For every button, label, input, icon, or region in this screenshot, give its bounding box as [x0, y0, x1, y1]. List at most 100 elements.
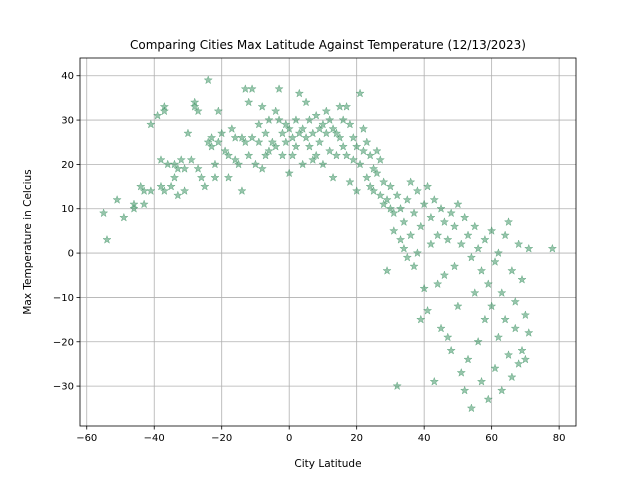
data-point — [470, 221, 480, 231]
data-point — [453, 301, 463, 311]
data-point — [348, 155, 359, 164]
data-point — [409, 208, 419, 218]
data-point — [399, 243, 409, 253]
data-point — [365, 150, 375, 160]
data-point — [389, 225, 399, 235]
data-point — [466, 252, 477, 262]
data-point — [416, 221, 426, 231]
data-point — [459, 385, 470, 395]
data-point — [375, 155, 386, 164]
data-point — [183, 128, 193, 138]
data-point — [378, 177, 389, 187]
data-point — [463, 354, 473, 364]
data-point — [308, 155, 318, 164]
data-point — [324, 115, 335, 125]
data-point — [291, 141, 301, 151]
data-point — [480, 234, 490, 244]
data-point — [321, 128, 332, 138]
data-point — [247, 132, 257, 142]
data-point — [152, 110, 163, 120]
data-point — [510, 296, 520, 306]
data-point — [405, 230, 416, 240]
data-point — [301, 132, 311, 142]
data-point — [284, 123, 294, 133]
data-point — [206, 141, 217, 151]
data-point — [517, 274, 527, 284]
data-point — [392, 381, 402, 391]
data-point — [129, 203, 139, 213]
data-point — [257, 163, 267, 173]
data-point — [385, 181, 396, 191]
data-point — [510, 323, 520, 333]
data-point — [405, 177, 416, 187]
data-point — [463, 230, 473, 240]
points-layer — [98, 75, 558, 413]
data-point — [254, 119, 264, 129]
data-point — [382, 265, 392, 275]
data-point — [456, 239, 466, 249]
data-point — [159, 186, 170, 196]
data-point — [524, 327, 534, 337]
data-point — [432, 230, 443, 240]
data-point — [294, 128, 305, 138]
data-point — [203, 137, 213, 147]
data-point — [223, 150, 234, 160]
data-point — [365, 181, 375, 191]
data-point — [375, 190, 386, 200]
data-point — [392, 190, 402, 200]
data-point — [233, 159, 244, 169]
x-tick-label: 40 — [418, 433, 431, 444]
data-point — [318, 159, 328, 169]
data-point — [331, 150, 342, 160]
y-tick-label: 0 — [68, 249, 74, 260]
data-point — [432, 279, 443, 289]
data-point — [324, 146, 335, 156]
data-point — [368, 186, 379, 196]
x-tick-label: 20 — [350, 433, 363, 444]
data-point — [409, 261, 419, 271]
data-point — [270, 106, 281, 116]
y-tick-label: 20 — [61, 160, 74, 171]
data-point — [520, 310, 531, 320]
data-point — [470, 288, 480, 297]
data-point — [230, 155, 240, 164]
data-point — [449, 261, 460, 271]
data-point — [358, 146, 369, 156]
plot-frame — [79, 57, 577, 427]
data-point — [193, 163, 203, 173]
data-point — [321, 106, 332, 116]
data-point — [439, 217, 450, 227]
data-point — [112, 194, 122, 204]
data-point — [159, 106, 170, 116]
data-point — [328, 172, 338, 182]
data-point — [399, 217, 409, 227]
data-point — [497, 288, 507, 297]
data-point — [179, 163, 190, 173]
data-point — [156, 155, 166, 164]
data-point — [294, 88, 305, 98]
data-point — [412, 186, 423, 196]
data-point — [500, 230, 510, 240]
data-point — [368, 163, 379, 173]
x-axis-label: City Latitude — [294, 458, 361, 470]
data-point — [98, 208, 109, 218]
data-point — [507, 372, 517, 382]
data-point — [436, 323, 446, 333]
data-point — [311, 150, 321, 160]
data-point — [277, 150, 288, 160]
data-point — [426, 239, 436, 249]
data-point — [355, 159, 365, 169]
data-point — [338, 115, 348, 125]
data-point — [287, 150, 298, 160]
grid-layer — [80, 58, 576, 426]
data-point — [179, 186, 190, 196]
data-point — [500, 314, 510, 324]
x-tick-label: −40 — [144, 433, 165, 444]
data-point — [419, 283, 429, 293]
data-point — [304, 115, 315, 125]
data-point — [436, 203, 446, 213]
data-point — [426, 212, 436, 222]
data-point — [490, 256, 500, 266]
chart-title: Comparing Cities Max Latitude Against Te… — [130, 38, 526, 52]
